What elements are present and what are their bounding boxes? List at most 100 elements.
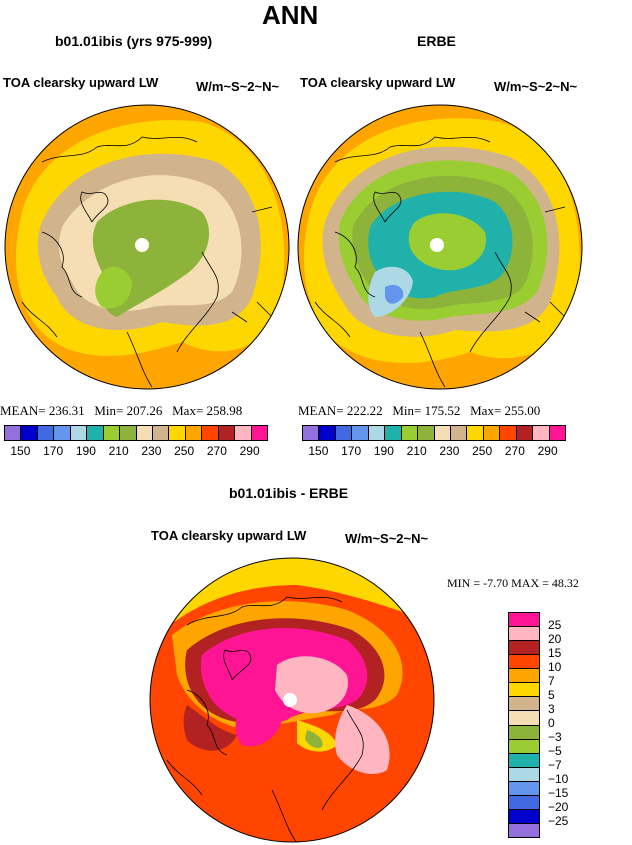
diff-case-title: b01.01ibis - ERBE [229, 485, 349, 501]
colorbar-tick-label: 250 [174, 444, 195, 458]
colorbar-swatch [20, 426, 37, 440]
colorbar-tick-label: 270 [206, 444, 227, 458]
diff-colorbar-labels: 25 20 15 10 7 5 3 0 −3 −5 −7 −10 −15 −20 −25 [548, 612, 618, 842]
right-max-value: 255.00 [504, 403, 541, 418]
colorbar-swatch [334, 426, 352, 440]
colorbar-swatch [509, 696, 539, 711]
colorbar-tick-label: 190 [75, 444, 96, 458]
colorbar-swatch [201, 426, 218, 440]
colorbar-tick-label: 250 [472, 444, 493, 458]
colorbar-tick-label: −20 [548, 800, 569, 814]
colorbar-swatch [86, 426, 103, 440]
colorbar-tick-label: −7 [548, 758, 562, 772]
colorbar-swatch [466, 426, 483, 440]
colorbar-tick-label: −10 [548, 772, 569, 786]
colorbar-tick-label: −25 [548, 814, 569, 828]
right-units-label: W/m~S~2~N~ [494, 79, 578, 94]
colorbar-swatch [509, 738, 539, 753]
colorbar-swatch [449, 426, 467, 440]
colorbar-tick-label: −15 [548, 786, 569, 800]
right-variable-label: TOA clearsky upward LW [300, 75, 456, 90]
colorbar-swatch [509, 668, 539, 683]
colorbar-swatch [433, 426, 450, 440]
colorbar-swatch [509, 654, 539, 669]
colorbar-tick-label: −3 [548, 730, 562, 744]
colorbar-tick-label: 10 [548, 660, 562, 674]
colorbar-swatch [119, 426, 136, 440]
left-colorbar-labels: 150 170 190 210 230 250 270 290 [0, 444, 280, 460]
colorbar-tick-label: 270 [504, 444, 525, 458]
colorbar-swatch [400, 426, 418, 440]
colorbar-tick-label: 15 [548, 646, 562, 660]
colorbar-swatch [69, 426, 87, 440]
colorbar-swatch [509, 613, 539, 627]
colorbar-swatch [367, 426, 385, 440]
left-units-label: W/m~S~2~N~ [196, 79, 280, 94]
colorbar-swatch [532, 426, 549, 440]
colorbar-tick-label: 20 [548, 632, 562, 646]
right-case-title: ERBE [417, 33, 456, 49]
colorbar-tick-label: 3 [548, 702, 555, 716]
diff-variable-label: TOA clearsky upward LW [151, 528, 307, 543]
colorbar-swatch [548, 426, 565, 440]
colorbar-swatch [509, 822, 539, 837]
right-min-label: Min= [392, 403, 422, 418]
right-polar-map [297, 104, 583, 390]
left-polar-map [4, 104, 290, 390]
left-stats: MEAN= 236.31 Min= 207.26 Max= 258.98 [0, 403, 242, 419]
left-max-value: 258.98 [206, 403, 243, 418]
colorbar-swatch [184, 426, 202, 440]
left-variable-label: TOA clearsky upward LW [3, 75, 159, 90]
diff-colorbar [508, 612, 540, 838]
colorbar-swatch [509, 626, 539, 641]
right-max-label: Max= [470, 403, 502, 418]
colorbar-swatch [5, 426, 21, 440]
colorbar-swatch [151, 426, 169, 440]
colorbar-swatch [384, 426, 401, 440]
colorbar-swatch [509, 682, 539, 697]
colorbar-tick-label: 210 [406, 444, 427, 458]
colorbar-tick-label: 210 [108, 444, 129, 458]
main-title: ANN [262, 0, 319, 30]
left-colorbar [4, 425, 268, 441]
colorbar-swatch [303, 426, 319, 440]
diff-min-label: MIN = [447, 576, 481, 590]
right-mean-value: 222.22 [346, 403, 383, 418]
colorbar-swatch [482, 426, 500, 440]
colorbar-tick-label: 170 [341, 444, 362, 458]
colorbar-swatch [36, 426, 54, 440]
colorbar-swatch [509, 766, 539, 781]
left-mean-label: MEAN= [0, 403, 46, 418]
diff-min-value: -7.70 [483, 576, 509, 590]
left-min-label: Min= [94, 403, 124, 418]
colorbar-tick-label: 7 [548, 674, 555, 688]
colorbar-tick-label: 5 [548, 688, 555, 702]
colorbar-swatch [53, 426, 70, 440]
diff-units-label: W/m~S~2~N~ [345, 531, 429, 546]
colorbar-swatch [318, 426, 335, 440]
colorbar-swatch [234, 426, 251, 440]
left-max-label: Max= [172, 403, 204, 418]
colorbar-swatch [417, 426, 434, 440]
colorbar-tick-label: 0 [548, 716, 555, 730]
colorbar-tick-label: 290 [537, 444, 558, 458]
colorbar-swatch [217, 426, 235, 440]
diff-max-label: MAX = [511, 576, 549, 590]
colorbar-tick-label: 190 [373, 444, 394, 458]
right-stats: MEAN= 222.22 Min= 175.52 Max= 255.00 [298, 403, 540, 419]
colorbar-swatch [509, 752, 539, 767]
colorbar-tick-label: 230 [439, 444, 460, 458]
colorbar-swatch [509, 780, 539, 795]
colorbar-swatch [168, 426, 185, 440]
diff-stats: MIN = -7.70 MAX = 48.32 [447, 576, 579, 591]
diff-max-value: 48.32 [551, 576, 579, 590]
left-mean-value: 236.31 [48, 403, 85, 418]
colorbar-tick-label: 150 [10, 444, 31, 458]
right-colorbar [302, 425, 566, 441]
colorbar-tick-label: 290 [239, 444, 260, 458]
colorbar-swatch [351, 426, 368, 440]
right-colorbar-labels: 150 170 190 210 230 250 270 290 [298, 444, 578, 460]
colorbar-swatch [509, 794, 539, 809]
colorbar-tick-label: 230 [141, 444, 162, 458]
left-min-value: 207.26 [126, 403, 163, 418]
